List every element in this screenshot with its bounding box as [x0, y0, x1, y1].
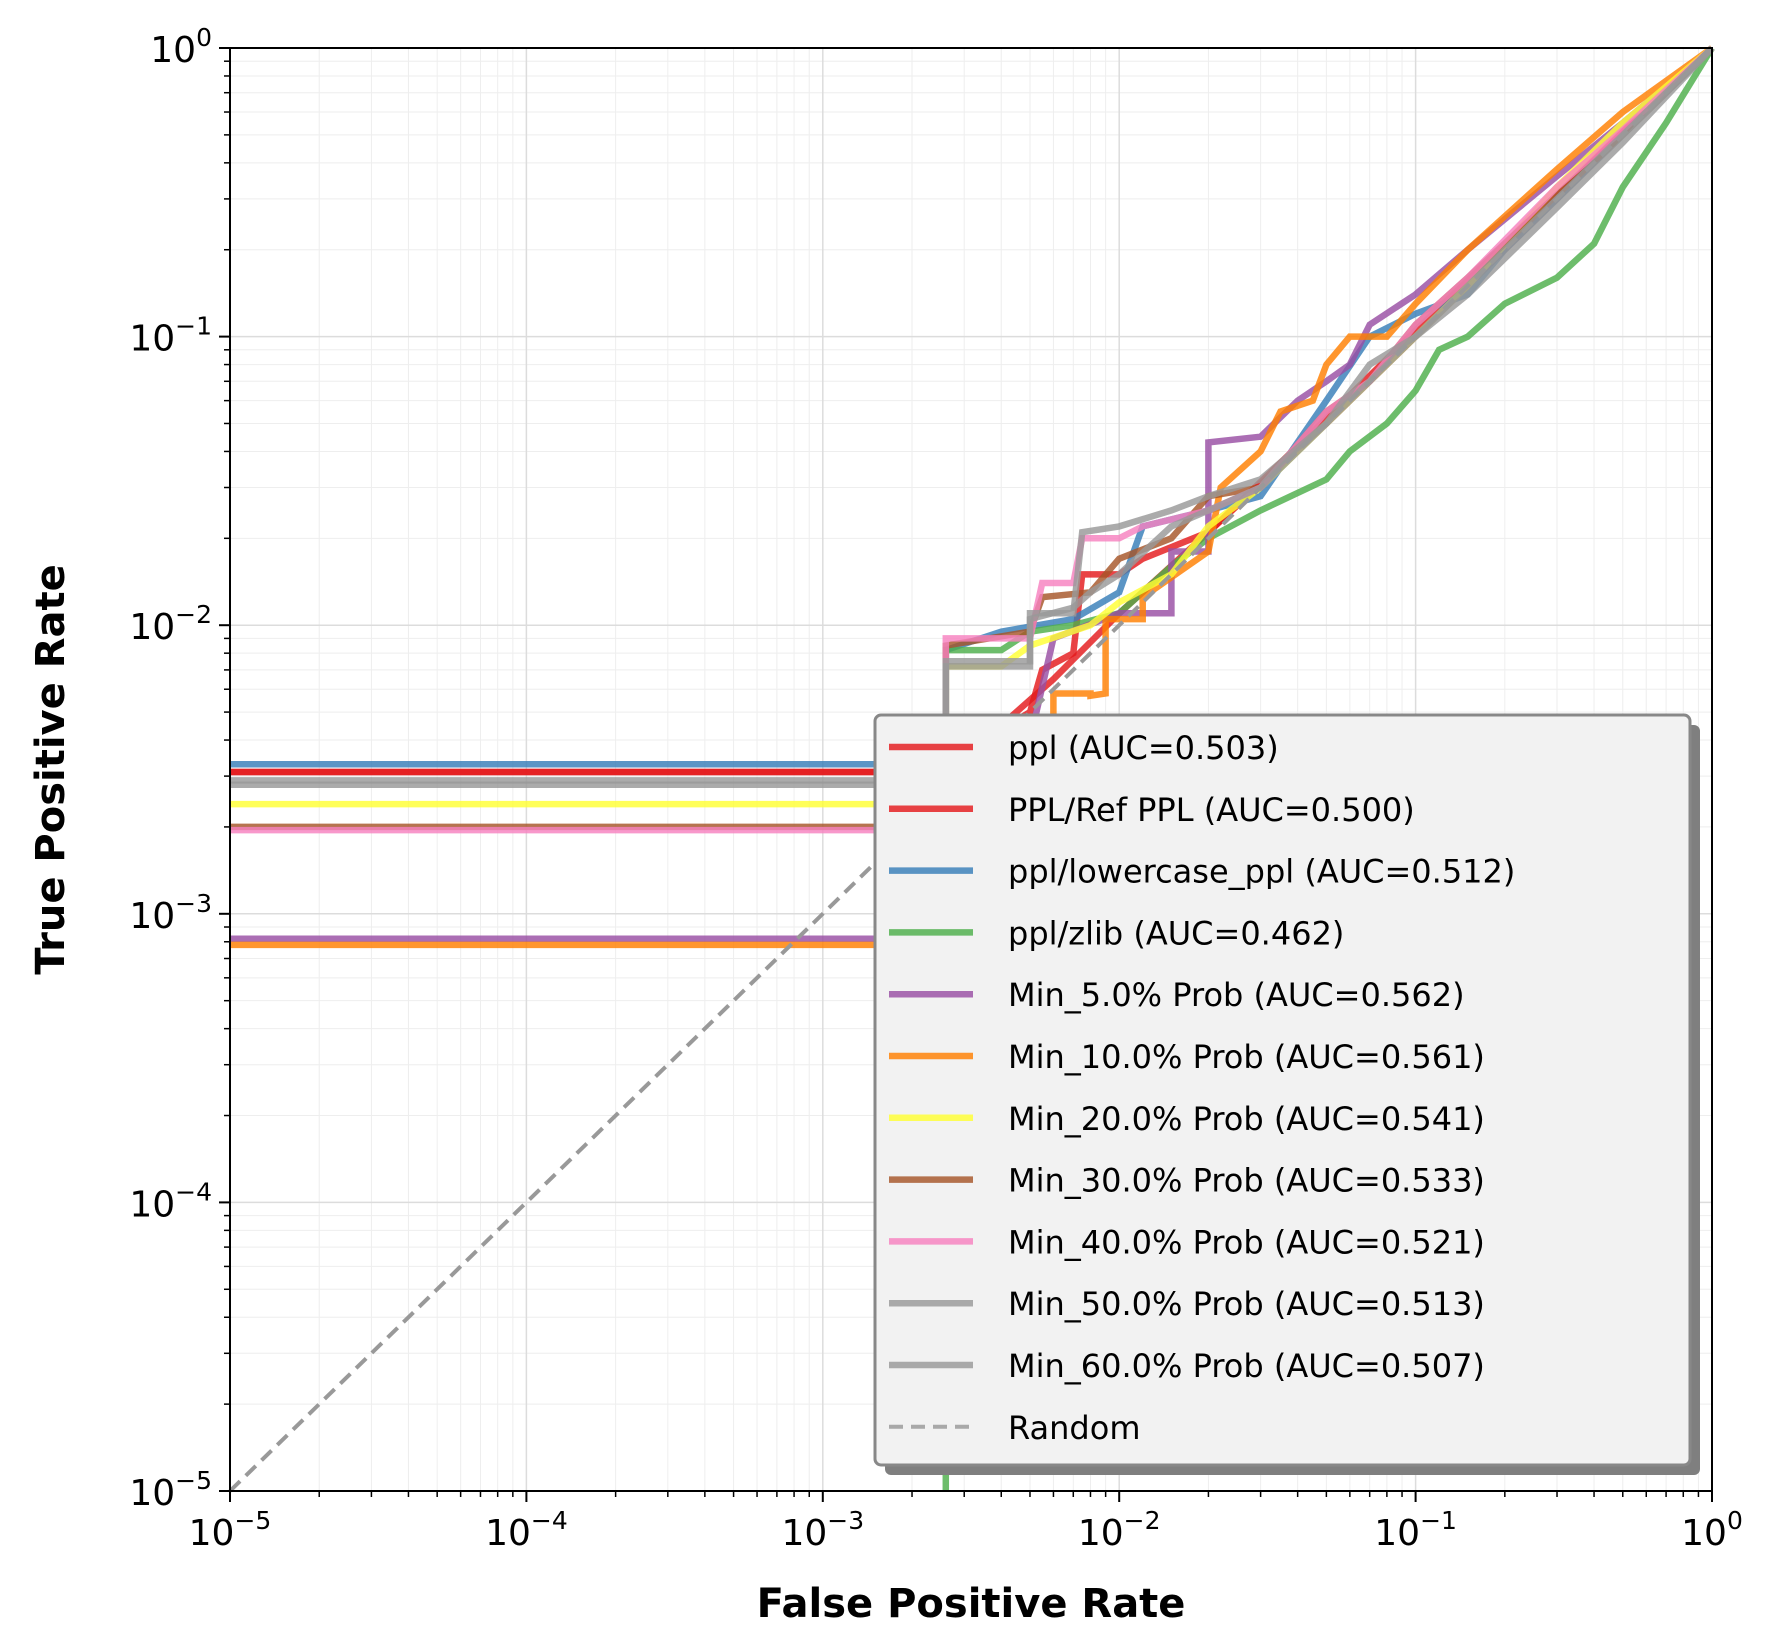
y-tick-base: 10 [129, 896, 175, 937]
x-tick-base: 10 [485, 1513, 531, 1554]
y-tick-label: 10−1 [129, 312, 212, 360]
y-tick-base: 10 [150, 30, 196, 71]
x-tick-exponent: 0 [1727, 1506, 1743, 1535]
x-tick-base: 10 [1681, 1513, 1727, 1554]
legend-label-2: ppl/lowercase_ppl (AUC=0.512) [1008, 853, 1515, 891]
y-tick-exponent: −5 [175, 1466, 212, 1495]
legend-label-1: PPL/Ref PPL (AUC=0.500) [1008, 791, 1415, 829]
y-tick-base: 10 [129, 1184, 175, 1225]
y-tick-label: 10−2 [129, 600, 212, 648]
y-tick-base: 10 [129, 607, 175, 648]
x-axis-ticks: 10−5 10−4 10−3 10−2 10−1 100 [189, 1491, 1743, 1554]
legend-label-11: Random [1008, 1409, 1140, 1447]
legend-label-10: Min_60.0% Prob (AUC=0.507) [1008, 1347, 1485, 1385]
legend: ppl (AUC=0.503) PPL/Ref PPL (AUC=0.500) pp… [873, 713, 1700, 1475]
series-line-3 [942, 46, 1715, 1491]
x-tick-label: 10−3 [781, 1506, 864, 1554]
legend-label-6: Min_20.0% Prob (AUC=0.541) [1008, 1100, 1485, 1138]
y-tick-label: 10−3 [129, 889, 212, 937]
y-tick-exponent: −1 [175, 312, 212, 341]
x-tick-label: 10−5 [189, 1506, 272, 1554]
series-line-9 [230, 45, 1715, 784]
x-tick-base: 10 [1374, 1513, 1420, 1554]
legend-label-0: ppl (AUC=0.503) [1008, 729, 1279, 767]
series-line-8 [230, 45, 1715, 834]
series-line-10 [230, 45, 1715, 789]
x-tick-exponent: −1 [1420, 1506, 1457, 1535]
x-tick-exponent: −2 [1124, 1506, 1161, 1535]
x-axis-label: False Positive Rate [757, 1581, 1186, 1627]
y-tick-exponent: −2 [175, 600, 212, 629]
legend-label-3: ppl/zlib (AUC=0.462) [1008, 914, 1344, 952]
x-tick-label: 10−1 [1374, 1506, 1457, 1554]
y-tick-base: 10 [129, 319, 175, 360]
y-tick-label: 100 [150, 23, 212, 71]
legend-label-7: Min_30.0% Prob (AUC=0.533) [1008, 1162, 1485, 1200]
plot-area-border [229, 47, 1713, 1492]
x-tick-base: 10 [189, 1513, 235, 1554]
plot-frame [229, 47, 1713, 1492]
legend-label-8: Min_40.0% Prob (AUC=0.521) [1008, 1223, 1485, 1261]
x-tick-exponent: −4 [531, 1506, 568, 1535]
legend-label-5: Min_10.0% Prob (AUC=0.561) [1008, 1038, 1485, 1076]
x-tick-label: 10−4 [485, 1506, 568, 1554]
y-axis-label: True Positive Rate [28, 564, 74, 974]
y-tick-exponent: −3 [175, 889, 212, 918]
y-tick-base: 10 [129, 1473, 175, 1514]
x-tick-label: 10−2 [1078, 1506, 1161, 1554]
legend-box [873, 713, 1692, 1467]
x-tick-label: 100 [1681, 1506, 1743, 1554]
y-tick-label: 10−5 [129, 1466, 212, 1514]
x-tick-exponent: −5 [234, 1506, 271, 1535]
y-tick-label: 10−4 [129, 1177, 212, 1225]
y-tick-exponent: −4 [175, 1177, 212, 1206]
series-line-2 [230, 45, 1715, 768]
series-line-6 [230, 45, 1715, 808]
x-tick-base: 10 [781, 1513, 827, 1554]
series-line-7 [230, 45, 1715, 831]
legend-label-4: Min_5.0% Prob (AUC=0.562) [1008, 976, 1465, 1014]
x-tick-base: 10 [1078, 1513, 1124, 1554]
legend-label-9: Min_50.0% Prob (AUC=0.513) [1008, 1285, 1485, 1323]
x-tick-exponent: −3 [827, 1506, 864, 1535]
y-tick-exponent: 0 [196, 23, 212, 52]
